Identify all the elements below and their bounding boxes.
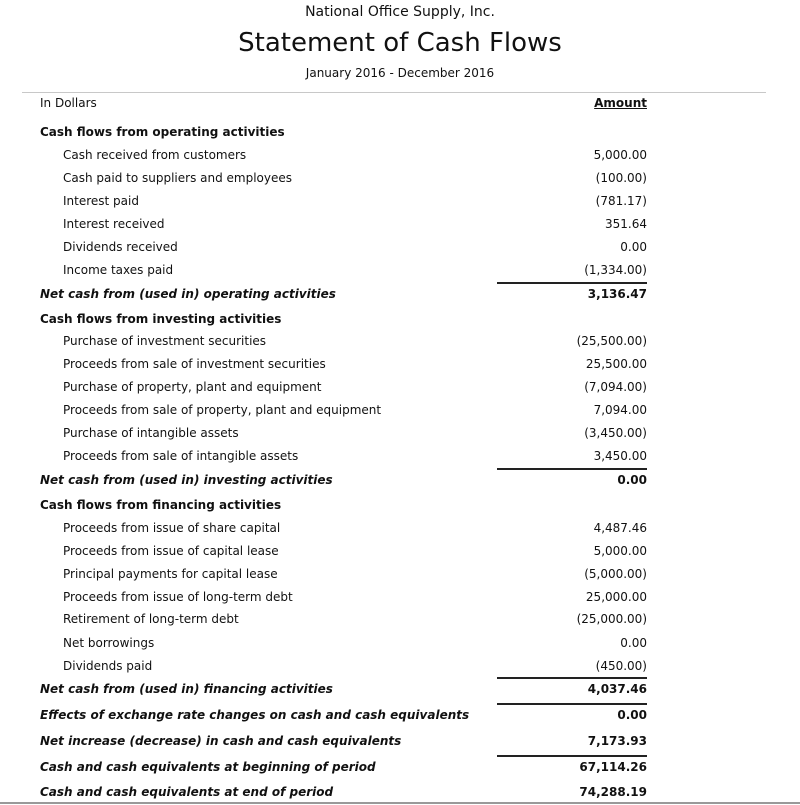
row-amount: 5,000.00 bbox=[593, 148, 647, 162]
line-item-row: Proceeds from issue of capital lease 5,00… bbox=[0, 544, 800, 564]
row-amount: 74,288.19 bbox=[579, 785, 647, 799]
row-label: Proceeds from sale of intangible assets bbox=[63, 449, 299, 463]
total-row: Cash and cash equivalents at end of peri… bbox=[0, 785, 800, 805]
row-amount: 25,000.00 bbox=[585, 590, 647, 604]
line-item-row: Principal payments for capital lease (5,0… bbox=[0, 567, 800, 587]
row-amount: (3,450.00) bbox=[584, 426, 647, 440]
row-label: Interest received bbox=[63, 217, 165, 231]
subtotal-rule bbox=[497, 282, 647, 284]
row-label: Dividends paid bbox=[63, 659, 153, 673]
row-label: Net cash from (used in) operating activi… bbox=[40, 287, 336, 301]
row-amount: (25,500.00) bbox=[576, 334, 647, 348]
row-amount: 7,173.93 bbox=[587, 734, 647, 748]
row-label: Proceeds from sale of property, plant an… bbox=[63, 403, 382, 417]
row-label: Purchase of property, plant and equipmen… bbox=[63, 380, 322, 394]
section-heading: Cash flows from operating activities bbox=[0, 125, 800, 145]
total-row: Net cash from (used in) financing activi… bbox=[0, 682, 800, 702]
report-period: January 2016 - December 2016 bbox=[305, 66, 495, 80]
line-item-row: Income taxes paid (1,334.00) bbox=[0, 263, 800, 283]
row-label: Dividends received bbox=[63, 240, 178, 254]
line-item-row: Proceeds from issue of share capital 4,48… bbox=[0, 521, 800, 541]
line-item-row: Purchase of investment securities (25,500… bbox=[0, 334, 800, 354]
row-amount: 7,094.00 bbox=[593, 403, 647, 417]
line-item-row: Cash paid to suppliers and employees (100… bbox=[0, 171, 800, 191]
line-item-row: Retirement of long-term debt (25,000.00) bbox=[0, 612, 800, 632]
bottom-divider bbox=[0, 802, 800, 804]
row-label: Principal payments for capital lease bbox=[63, 567, 278, 581]
row-amount: 0.00 bbox=[620, 240, 647, 254]
row-amount: 4,487.46 bbox=[593, 521, 647, 535]
subtotal-rule bbox=[497, 755, 647, 757]
section-heading: Cash flows from investing activities bbox=[0, 312, 800, 332]
row-label: Effects of exchange rate changes on cash… bbox=[40, 708, 470, 722]
total-row: Net cash from (used in) investing activi… bbox=[0, 473, 800, 493]
line-item-row: Dividends paid (450.00) bbox=[0, 659, 800, 679]
row-label: Cash flows from investing activities bbox=[40, 312, 282, 326]
row-label: Purchase of investment securities bbox=[63, 334, 267, 348]
line-item-row: Dividends received 0.00 bbox=[0, 240, 800, 260]
row-amount: 3,450.00 bbox=[593, 449, 647, 463]
line-item-row: Purchase of intangible assets (3,450.00) bbox=[0, 426, 800, 446]
row-label: Cash received from customers bbox=[63, 148, 247, 162]
row-label: Cash flows from operating activities bbox=[40, 125, 285, 139]
row-amount: 0.00 bbox=[617, 473, 647, 487]
section-heading: Cash flows from financing activities bbox=[0, 498, 800, 518]
total-row: Net increase (decrease) in cash and cash… bbox=[0, 734, 800, 754]
row-amount: 0.00 bbox=[617, 708, 647, 722]
row-amount: (450.00) bbox=[595, 659, 647, 673]
row-label: Proceeds from issue of capital lease bbox=[63, 544, 279, 558]
subtotal-rule bbox=[497, 468, 647, 470]
row-label: Net increase (decrease) in cash and cash… bbox=[40, 734, 402, 748]
row-amount: 5,000.00 bbox=[593, 544, 647, 558]
row-label: Retirement of long-term debt bbox=[63, 612, 239, 626]
row-amount: (25,000.00) bbox=[576, 612, 647, 626]
line-item-row: Net borrowings 0.00 bbox=[0, 636, 800, 656]
row-label: Net cash from (used in) financing activi… bbox=[40, 682, 333, 696]
row-label: Cash and cash equivalents at beginning o… bbox=[40, 760, 376, 774]
row-amount: 25,500.00 bbox=[585, 357, 647, 371]
row-amount: (781.17) bbox=[595, 194, 647, 208]
report-title: Statement of Cash Flows bbox=[238, 28, 562, 58]
line-item-row: Interest paid (781.17) bbox=[0, 194, 800, 214]
row-amount: (5,000.00) bbox=[584, 567, 647, 581]
row-label: Income taxes paid bbox=[63, 263, 174, 277]
row-label: Cash paid to suppliers and employees bbox=[63, 171, 293, 185]
line-item-row: Proceeds from sale of intangible assets 3… bbox=[0, 449, 800, 469]
row-label: Net borrowings bbox=[63, 636, 155, 650]
row-label: Purchase of intangible assets bbox=[63, 426, 239, 440]
row-amount: (1,334.00) bbox=[584, 263, 647, 277]
row-label: Proceeds from issue of long-term debt bbox=[63, 590, 293, 604]
line-item-row: Cash received from customers 5,000.00 bbox=[0, 148, 800, 168]
column-header-amount: Amount bbox=[594, 96, 647, 110]
total-row: Cash and cash equivalents at beginning o… bbox=[0, 760, 800, 780]
company-name: National Office Supply, Inc. bbox=[305, 4, 495, 20]
row-amount: (7,094.00) bbox=[584, 380, 647, 394]
line-item-row: Proceeds from sale of investment securit… bbox=[0, 357, 800, 377]
row-amount: 67,114.26 bbox=[579, 760, 647, 774]
line-item-row: Purchase of property, plant and equipmen… bbox=[0, 380, 800, 400]
line-item-row: Interest received 351.64 bbox=[0, 217, 800, 237]
row-amount: 3,136.47 bbox=[587, 287, 647, 301]
row-amount: 351.64 bbox=[605, 217, 647, 231]
row-label: Proceeds from issue of share capital bbox=[63, 521, 281, 535]
subtotal-rule bbox=[497, 703, 647, 705]
total-row: Net cash from (used in) operating activi… bbox=[0, 287, 800, 307]
row-amount: 4,037.46 bbox=[587, 682, 647, 696]
row-label: Proceeds from sale of investment securit… bbox=[63, 357, 326, 371]
row-label: Interest paid bbox=[63, 194, 139, 208]
row-label: Net cash from (used in) investing activi… bbox=[40, 473, 333, 487]
row-amount: 0.00 bbox=[620, 636, 647, 650]
row-amount: (100.00) bbox=[595, 171, 647, 185]
total-row: Effects of exchange rate changes on cash… bbox=[0, 708, 800, 728]
line-item-row: Proceeds from issue of long-term debt 25,… bbox=[0, 590, 800, 610]
subtotal-rule bbox=[497, 677, 647, 679]
column-header-label: In Dollars bbox=[40, 96, 97, 110]
row-label: Cash flows from financing activities bbox=[40, 498, 282, 512]
row-label: Cash and cash equivalents at end of peri… bbox=[40, 785, 334, 799]
header-divider bbox=[22, 92, 766, 93]
line-item-row: Proceeds from sale of property, plant an… bbox=[0, 403, 800, 423]
